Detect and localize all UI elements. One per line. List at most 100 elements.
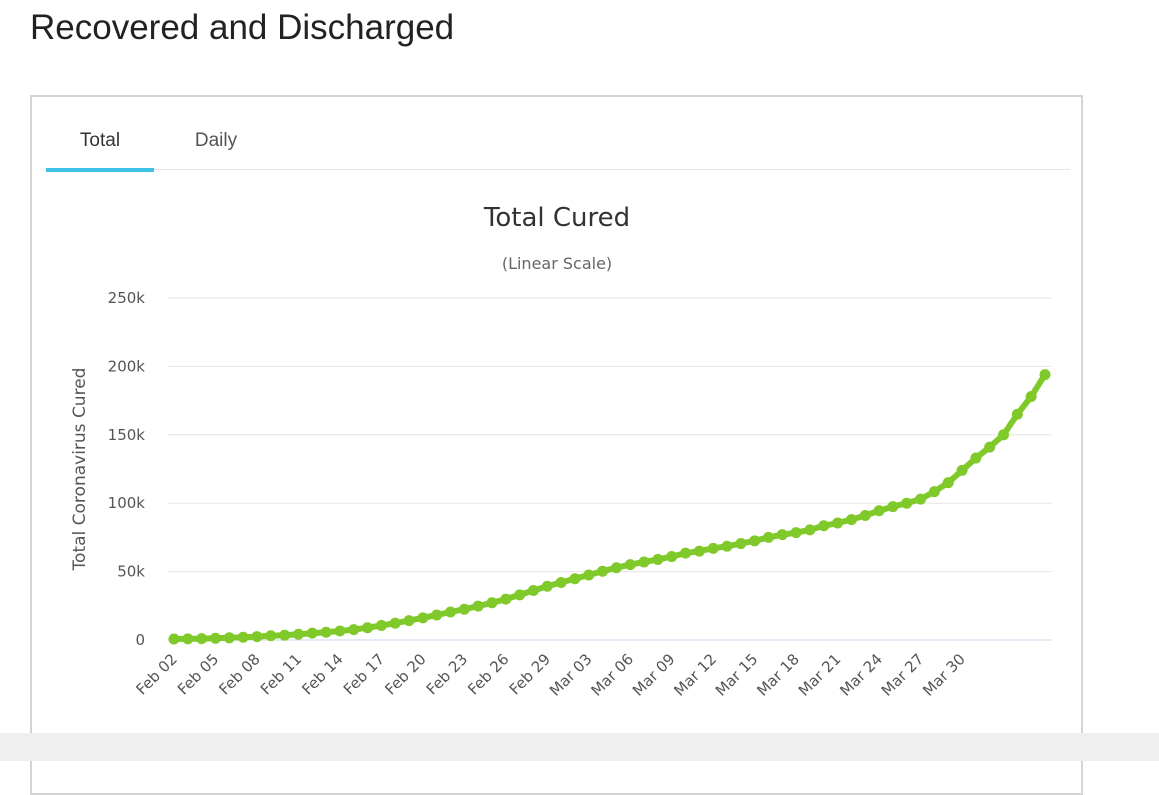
chart-subtitle: (Linear Scale) (502, 254, 612, 273)
data-point (956, 464, 968, 476)
grid-layer (168, 297, 1052, 641)
data-point (845, 514, 857, 526)
y-axis-ticks: 0 50k 100k 150k 200k 250k (108, 289, 146, 649)
x-tick-label: Feb 17 (340, 650, 388, 698)
data-point (804, 524, 816, 536)
y-tick-label: 100k (108, 494, 146, 512)
data-point (237, 631, 249, 643)
x-tick-label: Mar 15 (712, 650, 762, 700)
x-tick-label: Feb 23 (423, 650, 471, 698)
data-point (527, 584, 539, 596)
total-cured-chart: Total Cured (Linear Scale) Total Coronav… (70, 203, 1052, 700)
data-point (1039, 369, 1051, 381)
data-point (362, 622, 374, 634)
y-tick-label: 250k (108, 289, 146, 307)
data-point (942, 477, 954, 489)
data-point (168, 633, 180, 645)
data-point (666, 551, 678, 563)
data-point (334, 625, 346, 637)
data-point (500, 593, 512, 605)
data-point (445, 606, 457, 618)
data-point (251, 631, 263, 643)
x-tick-label: Mar 12 (670, 650, 720, 700)
data-point (348, 624, 360, 636)
data-point (998, 429, 1010, 441)
y-tick-label: 0 (135, 631, 145, 649)
data-point (223, 632, 235, 644)
data-point (417, 612, 429, 624)
data-point (859, 510, 871, 522)
tab-daily[interactable]: Daily (194, 130, 238, 151)
data-point (375, 619, 387, 631)
data-point (279, 629, 291, 641)
data-point (693, 545, 705, 557)
x-tick-label: Mar 30 (919, 650, 969, 700)
data-point (610, 562, 622, 574)
data-point (1025, 390, 1037, 402)
x-tick-label: Mar 27 (878, 650, 928, 700)
data-point (624, 559, 636, 571)
data-point (818, 520, 830, 532)
data-point (735, 538, 747, 550)
x-tick-label: Mar 09 (629, 650, 679, 700)
data-point (209, 632, 221, 644)
y-tick-label: 150k (108, 426, 146, 444)
chart-panel: Total Daily (30, 95, 1083, 795)
data-point (873, 505, 885, 517)
data-point (265, 630, 277, 642)
page-title: Recovered and Discharged (30, 8, 455, 47)
x-tick-label: Mar 18 (753, 650, 803, 700)
data-point (403, 615, 415, 627)
data-point (832, 517, 844, 529)
data-point (583, 569, 595, 581)
data-point (555, 577, 567, 589)
data-point (431, 609, 443, 621)
x-tick-label: Feb 14 (298, 650, 346, 698)
data-point (389, 617, 401, 629)
data-point (514, 589, 526, 601)
data-point (458, 603, 470, 615)
data-point (721, 540, 733, 552)
data-point (707, 542, 719, 554)
y-tick-label: 200k (108, 357, 146, 375)
x-tick-label: Feb 11 (257, 650, 305, 698)
x-tick-label: Mar 24 (836, 650, 886, 700)
data-point (569, 573, 581, 585)
x-tick-label: Feb 29 (506, 650, 554, 698)
series-layer (168, 369, 1051, 645)
tab-total[interactable]: Total (46, 97, 154, 172)
x-tick-label: Feb 08 (215, 650, 263, 698)
data-point (901, 497, 913, 509)
x-tick-label: Feb 02 (132, 650, 180, 698)
bottom-bar (0, 733, 1159, 761)
data-point (472, 600, 484, 612)
x-tick-label: Feb 05 (174, 650, 222, 698)
x-tick-label: Mar 06 (587, 650, 637, 700)
data-point (790, 527, 802, 539)
data-point (915, 493, 927, 505)
data-point (306, 627, 318, 639)
data-point (638, 556, 650, 568)
y-axis-label: Total Coronavirus Cured (70, 368, 90, 572)
data-point (597, 565, 609, 577)
series-line (171, 371, 1048, 642)
data-point (541, 580, 553, 592)
data-point (320, 626, 332, 638)
data-point (680, 547, 692, 559)
data-point (652, 553, 664, 565)
chart-tabs: Total Daily (46, 97, 1070, 172)
data-point (984, 441, 996, 453)
data-point (486, 597, 498, 609)
data-point (749, 535, 761, 547)
x-tick-label: Feb 20 (381, 650, 429, 698)
data-point (196, 633, 208, 645)
x-tick-label: Mar 21 (795, 650, 845, 700)
data-point (762, 531, 774, 543)
data-point (1011, 408, 1023, 420)
data-point (928, 486, 940, 498)
data-point (292, 628, 304, 640)
x-tick-label: Mar 03 (546, 650, 596, 700)
x-tick-label: Feb 26 (464, 650, 512, 698)
chart-title: Total Cured (483, 203, 630, 233)
